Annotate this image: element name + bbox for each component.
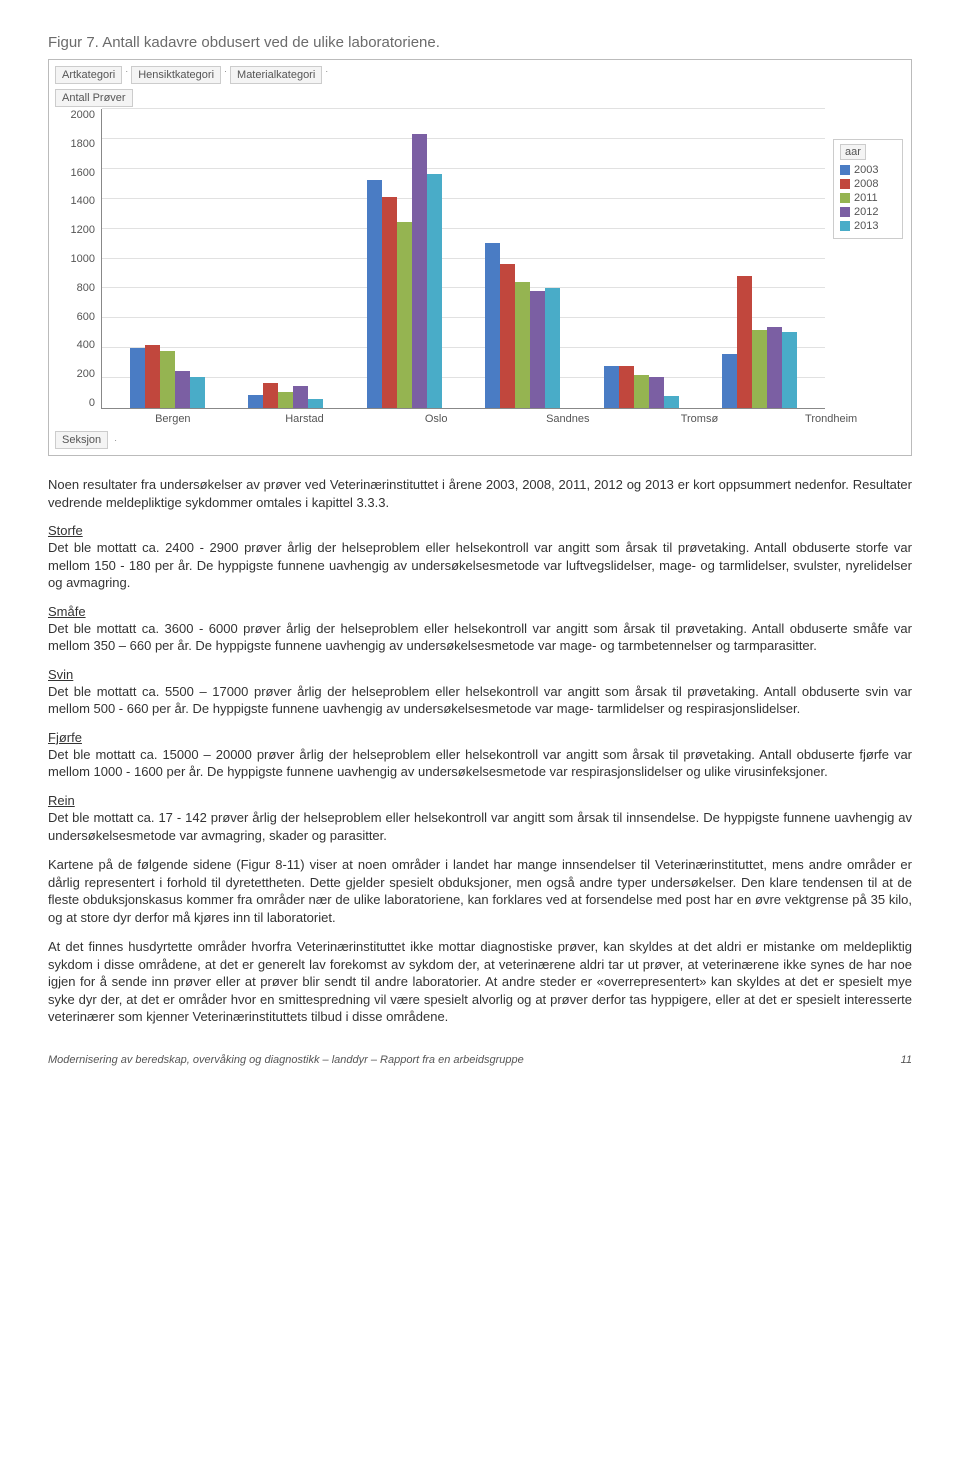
legend-swatch (840, 221, 850, 231)
bar (382, 197, 397, 409)
x-label: Oslo (386, 413, 486, 425)
figure-caption: Figur 7. Antall kadavre obdusert ved de … (48, 34, 912, 51)
bar (145, 345, 160, 408)
paragraph-maps: Kartene på de følgende sidene (Figur 8-1… (48, 856, 912, 926)
section-heading: Storfe (48, 523, 912, 538)
paragraph-discussion: At det finnes husdyrtette områder hvorfr… (48, 938, 912, 1026)
bar-group (485, 243, 560, 408)
bar (130, 348, 145, 408)
section-body: Det ble mottatt ca. 2400 - 2900 prøver å… (48, 539, 912, 592)
section-heading: Svin (48, 667, 912, 682)
bar (263, 383, 278, 409)
section-body: Det ble mottatt ca. 3600 - 6000 prøver å… (48, 620, 912, 655)
section-body: Det ble mottatt ca. 17 - 142 prøver årli… (48, 809, 912, 844)
bar (722, 354, 737, 408)
slicer-seksjon[interactable]: Seksjon (55, 431, 108, 449)
legend-swatch (840, 165, 850, 175)
legend-swatch (840, 207, 850, 217)
y-axis: 2000180016001400120010008006004002000 (55, 109, 101, 409)
chart-container: Artkategori · Hensiktkategori · Material… (48, 59, 912, 456)
bar (308, 399, 323, 408)
legend-item: 2003 (840, 164, 896, 176)
x-axis: Bergen Harstad Oslo Sandnes Tromsø Trondheim (55, 409, 903, 425)
y-axis-title: Antall Prøver (55, 89, 133, 107)
footer-left: Modernisering av beredskap, overvåking o… (48, 1054, 524, 1066)
section-heading: Fjørfe (48, 730, 912, 745)
section-heading: Rein (48, 793, 912, 808)
bar (412, 134, 427, 409)
x-label: Sandnes (518, 413, 618, 425)
x-label: Harstad (254, 413, 354, 425)
bar (604, 366, 619, 408)
legend-title: aar (840, 144, 866, 160)
legend: aar 2003 2008 2011 2012 2013 (833, 139, 903, 239)
bar (530, 291, 545, 408)
legend-swatch (840, 179, 850, 189)
bar (649, 377, 664, 409)
legend-item: 2011 (840, 192, 896, 204)
bar (248, 395, 263, 409)
bar (367, 180, 382, 408)
separator: · (125, 66, 128, 84)
section-heading: Småfe (48, 604, 912, 619)
section-body: Det ble mottatt ca. 15000 – 20000 prøver… (48, 746, 912, 781)
bar (293, 386, 308, 409)
x-label: Tromsø (649, 413, 749, 425)
bar (545, 288, 560, 408)
bar (500, 264, 515, 408)
separator: · (325, 66, 328, 84)
bar-group (722, 276, 797, 408)
plot-area (101, 109, 825, 409)
bar (160, 351, 175, 408)
slicer-artkategori[interactable]: Artkategori (55, 66, 122, 84)
legend-swatch (840, 193, 850, 203)
bar (485, 243, 500, 408)
separator: · (114, 435, 117, 445)
bar (619, 366, 634, 408)
legend-item: 2008 (840, 178, 896, 190)
bar (634, 375, 649, 408)
page-number: 11 (901, 1054, 912, 1066)
bar-group (367, 134, 442, 409)
bar (278, 392, 293, 409)
bar (190, 377, 205, 409)
legend-item: 2012 (840, 206, 896, 218)
bar (515, 282, 530, 408)
bar-group (604, 366, 679, 408)
x-label: Trondheim (781, 413, 881, 425)
slicer-materialkategori[interactable]: Materialkategori (230, 66, 322, 84)
bar (397, 222, 412, 408)
slicer-hensiktkategori[interactable]: Hensiktkategori (131, 66, 221, 84)
legend-item: 2013 (840, 220, 896, 232)
x-label: Bergen (123, 413, 223, 425)
bar (737, 276, 752, 408)
separator: · (224, 66, 227, 84)
bar (664, 396, 679, 408)
bar (782, 332, 797, 409)
bar (767, 327, 782, 408)
bar-group (248, 383, 323, 409)
bar (752, 330, 767, 408)
section-body: Det ble mottatt ca. 5500 – 17000 prøver … (48, 683, 912, 718)
intro-paragraph: Noen resultater fra undersøkelser av prø… (48, 476, 912, 511)
bar-group (130, 345, 205, 408)
bar (175, 371, 190, 409)
bar (427, 174, 442, 408)
